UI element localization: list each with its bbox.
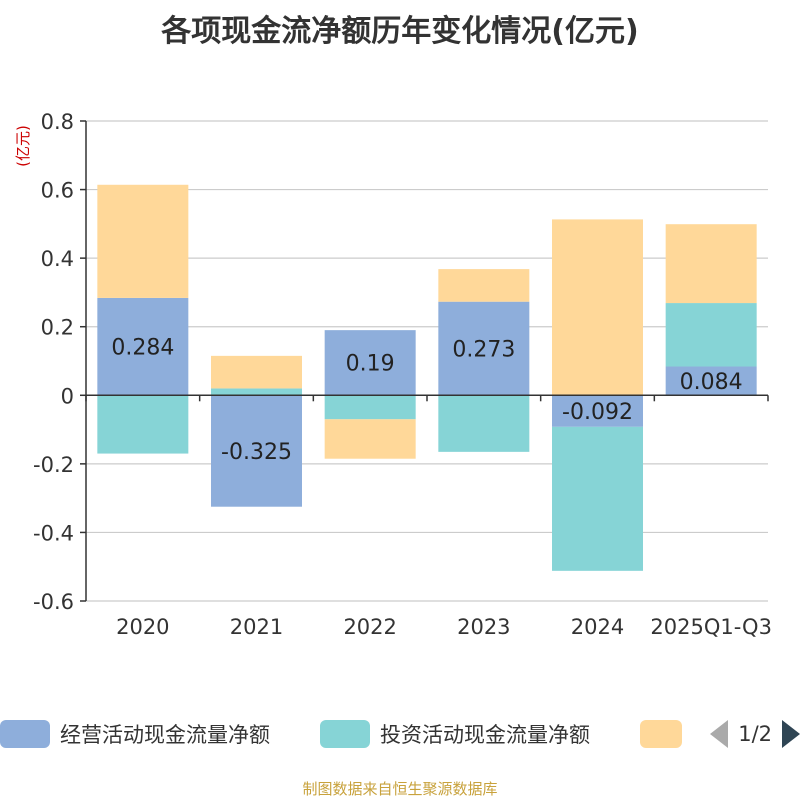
legend-item-operating[interactable]: 经营活动现金流量净额 (0, 720, 270, 748)
chart-title: 各项现金流净额历年变化情况(亿元) (161, 14, 639, 49)
data-label: -0.092 (562, 400, 633, 425)
bar-series1-2025Q1-Q3[interactable] (665, 303, 757, 367)
y-tick-label: 0.8 (41, 110, 74, 134)
x-tick-label: 2020 (116, 615, 169, 639)
bar-series0-2025Q1-Q3[interactable] (665, 366, 757, 396)
bar-series2-2020[interactable] (97, 184, 189, 298)
bar-series1-2023[interactable] (438, 395, 530, 452)
x-tick-label: 2022 (343, 615, 396, 639)
legend: 经营活动现金流量净额 投资活动现金流量净额 1/2 (0, 714, 800, 754)
legend-swatch-investing (320, 720, 370, 748)
legend-item-investing[interactable]: 投资活动现金流量净额 (320, 720, 590, 748)
data-label: 0.084 (680, 370, 743, 395)
bar-series2-2022[interactable] (324, 419, 416, 459)
y-tick-label: -0.6 (33, 590, 74, 614)
legend-item-financing[interactable] (640, 720, 682, 748)
bar-series0-2023[interactable] (438, 301, 530, 396)
y-axis-label: (亿元) (14, 125, 32, 167)
bar-series1-2021[interactable] (211, 388, 302, 396)
legend-label-investing: 投资活动现金流量净额 (380, 723, 590, 747)
y-tick-label: 0.2 (41, 316, 74, 340)
legend-prev-page-icon[interactable] (710, 720, 729, 748)
data-label: 0.284 (111, 336, 174, 361)
bar-series2-2021[interactable] (211, 355, 302, 389)
y-tick-label: 0.6 (41, 179, 74, 203)
bar-series0-2024[interactable] (552, 395, 643, 427)
x-tick-label: 2023 (457, 615, 510, 639)
data-label: 0.273 (452, 337, 515, 362)
legend-next-page-icon[interactable] (782, 720, 800, 748)
y-tick-label: -0.4 (33, 521, 74, 545)
bar-series2-2024[interactable] (552, 219, 643, 396)
y-tick-label: 0.4 (41, 247, 74, 271)
bar-series0-2020[interactable] (97, 297, 189, 396)
bar-series2-2023[interactable] (438, 269, 530, 302)
bar-series1-2022[interactable] (324, 395, 416, 420)
legend-swatch-operating (0, 720, 50, 748)
data-label: -0.325 (221, 440, 292, 465)
legend-pager: 1/2 (710, 720, 800, 748)
x-tick-label: 2021 (230, 615, 283, 639)
legend-label-operating: 经营活动现金流量净额 (60, 723, 270, 747)
x-tick-label: 2024 (571, 615, 624, 639)
bar-series1-2020[interactable] (97, 395, 189, 454)
data-label: 0.19 (346, 352, 395, 377)
legend-page-indicator: 1/2 (738, 722, 772, 746)
y-tick-label: 0 (61, 384, 74, 408)
bar-series0-2022[interactable] (324, 330, 416, 396)
legend-swatch-financing (640, 720, 682, 748)
bar-series0-2021[interactable] (211, 395, 302, 507)
x-tick-label: 2025Q1-Q3 (650, 615, 772, 639)
y-tick-label: -0.2 (33, 453, 74, 477)
bar-series2-2025Q1-Q3[interactable] (665, 224, 757, 304)
source-note: 制图数据来自恒生聚源数据库 (302, 780, 498, 798)
bar-series1-2024[interactable] (552, 426, 643, 571)
